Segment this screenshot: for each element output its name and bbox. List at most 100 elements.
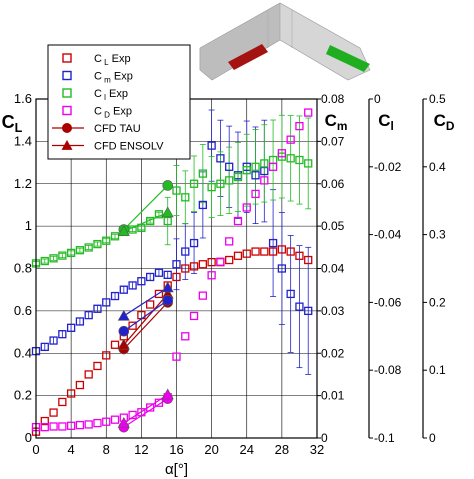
data-point xyxy=(207,257,216,267)
cfd-point xyxy=(117,416,130,428)
wing-inset-image xyxy=(199,2,371,81)
y-tick-label-CD: 0.4 xyxy=(429,160,446,174)
data-point xyxy=(128,281,137,290)
data-point xyxy=(128,321,137,330)
data-point xyxy=(172,272,181,282)
cfd-point xyxy=(161,281,174,293)
data-point xyxy=(251,162,260,171)
data-point xyxy=(49,254,58,263)
x-axis-label: α[°] xyxy=(165,461,188,478)
y-axis-label-CD: CD xyxy=(434,111,455,133)
x-tick-label: 32 xyxy=(310,442,324,457)
data-point xyxy=(198,169,207,178)
data-point xyxy=(242,203,251,212)
data-point xyxy=(172,186,181,195)
data-point xyxy=(163,216,172,226)
data-point xyxy=(251,247,260,256)
y-tick-label-Cl: -0.04 xyxy=(374,228,402,242)
data-point xyxy=(66,421,76,430)
x-axis: 0 4 8 12 16 20 24 28 32 α[°] xyxy=(32,442,324,478)
data-point xyxy=(172,260,181,269)
data-point xyxy=(40,416,49,426)
data-point xyxy=(93,361,102,371)
data-point xyxy=(154,268,164,277)
data-point xyxy=(277,149,287,158)
y-axis-label-Cl: Cl xyxy=(378,111,394,133)
data-point xyxy=(58,397,67,407)
y-tick-label-Cm: 0.08 xyxy=(321,92,345,106)
legend-marker xyxy=(62,53,72,63)
legend: C L Exp C m Exp C l Exp C D Exp CFD TAU CFD E… xyxy=(47,44,191,160)
data-point xyxy=(251,189,260,199)
data-point xyxy=(58,422,67,431)
error-bars xyxy=(33,109,312,375)
cfd-point xyxy=(162,180,174,191)
data-point xyxy=(286,289,295,299)
y-tick-label-Cm: 0.02 xyxy=(321,346,345,360)
data-point xyxy=(75,420,85,430)
y-tick-label-Cm: 0.03 xyxy=(321,304,345,318)
data-point xyxy=(102,236,111,245)
data-point xyxy=(233,216,243,226)
data-point xyxy=(216,257,225,266)
legend-label: CFD TAU xyxy=(94,123,141,135)
cfd-point xyxy=(118,325,130,337)
data-point xyxy=(84,243,93,252)
data-point xyxy=(110,232,120,241)
y-tick-label-CL: 0.6 xyxy=(14,303,32,318)
y-tick-label-CL: 1.6 xyxy=(14,91,32,106)
cfd-line xyxy=(123,301,169,350)
data-point xyxy=(181,247,190,256)
data-marks xyxy=(31,108,313,436)
cfd-line xyxy=(123,287,169,317)
y-tick-label-CD: 0.1 xyxy=(429,363,446,377)
data-point xyxy=(295,121,304,131)
y-tick-label-CL: 1.2 xyxy=(14,176,32,191)
y-tick-label-Cm: 0.04 xyxy=(321,262,345,276)
data-point xyxy=(163,270,172,280)
y-axis-label-Cm: Cm xyxy=(325,111,348,133)
cfd-point xyxy=(117,225,130,236)
cfd-line xyxy=(123,212,168,232)
data-point xyxy=(40,342,49,352)
x-tick-label: 24 xyxy=(240,442,254,457)
data-point xyxy=(216,154,225,163)
y-tick-label-Cl: 0 xyxy=(374,92,381,106)
data-point xyxy=(260,247,269,256)
y-tick-label-CD: 0.3 xyxy=(429,228,446,242)
data-point xyxy=(198,200,207,210)
data-point xyxy=(304,159,313,168)
data-point xyxy=(304,255,313,265)
data-point xyxy=(40,256,49,266)
data-point xyxy=(198,260,207,269)
y-tick-label-CD: 0 xyxy=(429,431,436,445)
data-point xyxy=(93,418,102,428)
y-tick-label-CL: 0 xyxy=(25,430,32,445)
y-tick-label-CL: 0.2 xyxy=(14,388,32,403)
y-tick-label-Cl: -0.1 xyxy=(374,431,395,445)
cfd-line xyxy=(123,299,169,332)
data-point xyxy=(295,251,304,260)
data-point xyxy=(225,255,234,265)
data-point xyxy=(110,291,120,301)
data-point xyxy=(286,247,295,256)
data-point xyxy=(286,154,295,163)
cfd-point xyxy=(117,309,130,321)
cfd-point xyxy=(161,206,174,218)
data-point xyxy=(49,408,58,417)
x-tick-label: 8 xyxy=(103,442,110,457)
cfd-point xyxy=(162,294,174,306)
x-tick-label: 16 xyxy=(169,442,183,457)
data-point xyxy=(233,251,243,260)
legend-label: C L Exp xyxy=(94,53,131,67)
legend-label: C D Exp xyxy=(94,106,132,120)
cfd-point xyxy=(161,388,174,400)
data-point xyxy=(75,246,85,255)
data-point xyxy=(225,237,234,246)
legend-marker xyxy=(62,88,72,98)
legend-label: C m Exp xyxy=(94,71,133,85)
data-point xyxy=(84,370,93,379)
data-point xyxy=(260,176,269,185)
cfd-line xyxy=(123,293,169,346)
